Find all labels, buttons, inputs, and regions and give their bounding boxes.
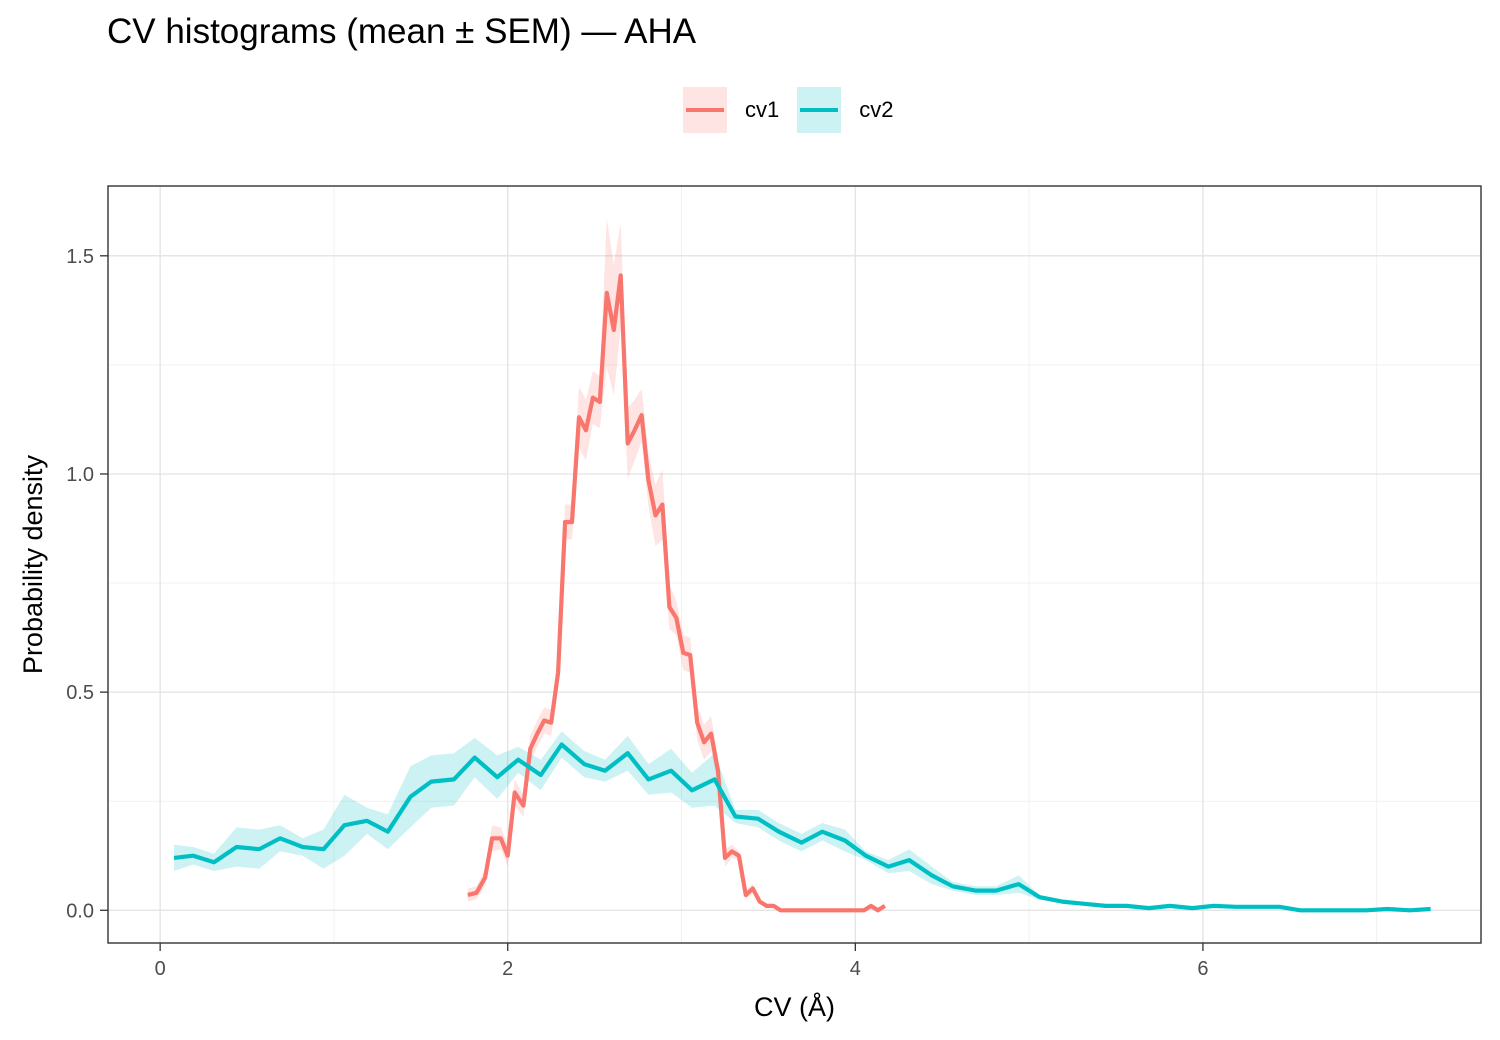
y-tick-label: 0.5 [66, 682, 94, 704]
axis-layer: 0 2 4 6 0.0 0.5 1.0 1.5 [66, 246, 1208, 980]
x-tick-label: 6 [1197, 958, 1208, 980]
y-tick-label: 1.5 [66, 246, 94, 268]
line-layer [173, 273, 1431, 913]
series-line-cv2 [173, 742, 1431, 913]
band-layer [174, 218, 1431, 911]
y-tick-label: 1.0 [66, 464, 94, 486]
x-tick-label: 4 [850, 958, 861, 980]
x-axis-title: CV (Å) [754, 991, 835, 1022]
chart-title: CV histograms (mean ± SEM) — AHA [107, 12, 697, 51]
sem-band-cv1 [467, 218, 885, 911]
legend-label-cv1: cv1 [745, 97, 780, 122]
series-line-cv1 [467, 273, 887, 913]
y-axis-title: Probability density [18, 454, 48, 674]
legend-item-cv1: cv1 [683, 87, 787, 133]
legend-label-cv2: cv2 [859, 97, 894, 122]
y-tick-label: 0.0 [66, 900, 94, 922]
plot-frame [107, 185, 1482, 944]
legend-item-cv2: cv2 [797, 87, 901, 133]
legend-key-cv2 [797, 87, 842, 133]
legend-key-cv1 [683, 87, 727, 133]
grid-layer [108, 186, 1481, 943]
x-tick-label: 2 [502, 958, 513, 980]
x-tick-label: 0 [155, 958, 166, 980]
sem-band-cv2 [174, 731, 1431, 911]
legend: cv1 cv2 [683, 86, 902, 134]
